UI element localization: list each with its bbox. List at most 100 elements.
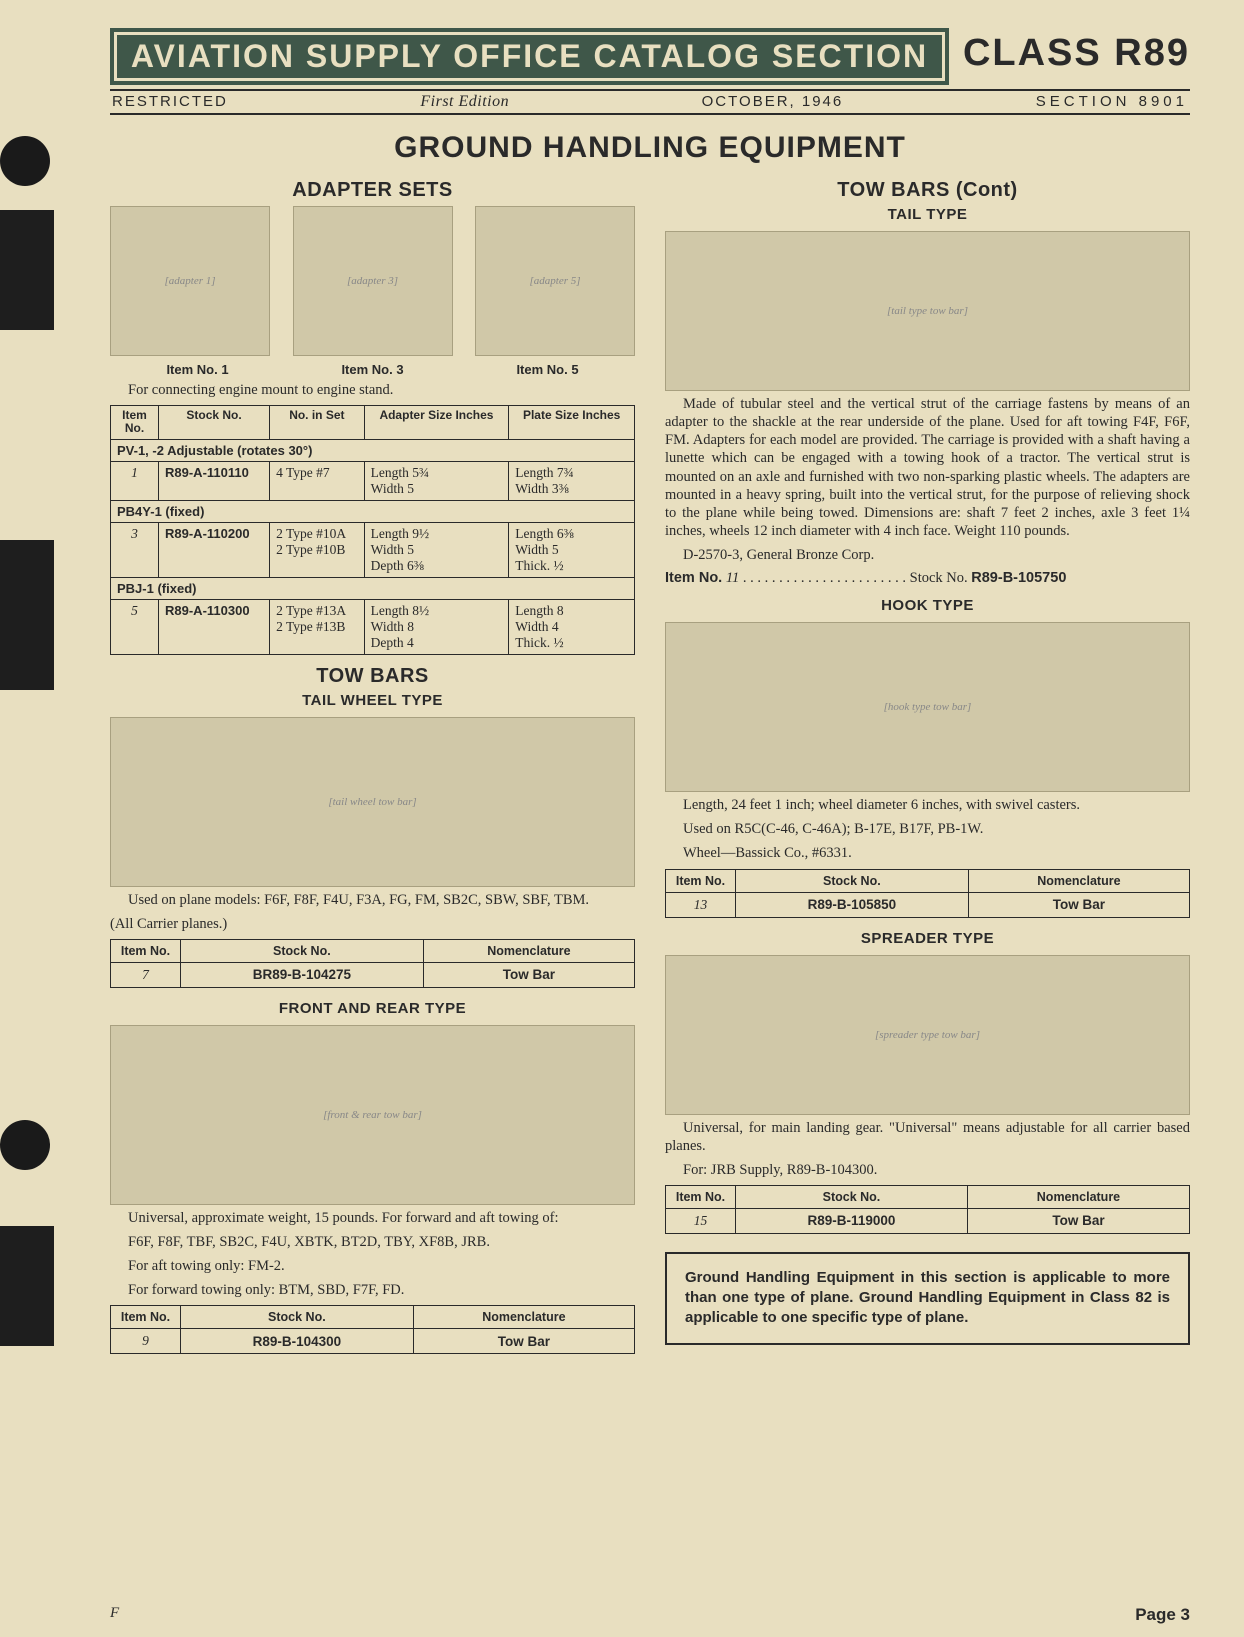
spreader-subtitle: SPREADER TYPE [665, 930, 1190, 947]
catalog-page: AVIATION SUPPLY OFFICE CATALOG SECTION C… [110, 28, 1190, 1366]
fr-desc1: Universal, approximate weight, 15 pounds… [110, 1209, 635, 1227]
class-label: CLASS R89 [963, 28, 1190, 85]
adapter-lead: For connecting engine mount to engine st… [110, 381, 635, 399]
cell-plate-5: Length 8 Width 4 Thick. ½ [509, 599, 635, 654]
caption-5: Item No. 5 [516, 362, 578, 377]
tail-para: Made of tubular steel and the vertical s… [665, 395, 1190, 540]
section-label: SECTION 8901 [1036, 93, 1188, 111]
cell-adapter-5: Length 8½ Width 8 Depth 4 [364, 599, 509, 654]
th-adapter: Adapter Size Inches [364, 406, 509, 439]
th-stock: Stock No. [159, 406, 270, 439]
hk-item: 13 [666, 892, 736, 917]
cell-stock-3: R89-A-110200 [159, 522, 270, 577]
cell-set-3: 2 Type #10A 2 Type #10B [270, 522, 365, 577]
page-footer: F Page 3 [110, 1605, 1190, 1625]
th-item: Item No. [111, 939, 181, 962]
tail-wheel-image: [tail wheel tow bar] [110, 717, 635, 887]
tail-wheel-desc: Used on plane models: F6F, F8F, F4U, F3A… [110, 891, 635, 909]
group-pv1: PV-1, -2 Adjustable (rotates 30°) [111, 439, 635, 461]
hk-stock: R89-B-105850 [736, 892, 969, 917]
caption-3: Item No. 3 [341, 362, 403, 377]
front-rear-image: [front & rear tow bar] [110, 1025, 635, 1205]
subheader-row: RESTRICTED First Edition OCTOBER, 1946 S… [110, 89, 1190, 115]
hook-desc3: Wheel—Bassick Co., #6331. [665, 844, 1190, 862]
adapter-image-3: [adapter 3] [293, 206, 453, 356]
tail-wheel-subtitle: TAIL WHEEL TYPE [110, 692, 635, 709]
restricted-label: RESTRICTED [112, 93, 228, 111]
cell-stock-5: R89-A-110300 [159, 599, 270, 654]
fr-desc3: For aft towing only: FM-2. [110, 1257, 635, 1275]
cell-stock-1: R89-A-110110 [159, 461, 270, 500]
hook-image: [hook type tow bar] [665, 622, 1190, 792]
cell-item-3: 3 [111, 522, 159, 577]
th-nom: Nomenclature [968, 869, 1189, 892]
hk-nom: Tow Bar [968, 892, 1189, 917]
tail-image: [tail type tow bar] [665, 231, 1190, 391]
leader-dots: . . . . . . . . . . . . . . . . . . . . … [743, 570, 910, 586]
cell-set-1: 4 Type #7 [270, 461, 365, 500]
footer-left: F [110, 1605, 119, 1625]
group-pbj: PBJ-1 (fixed) [111, 577, 635, 599]
tw-item: 7 [111, 962, 181, 987]
sp-desc1: Universal, for main landing gear. "Unive… [665, 1119, 1190, 1155]
sp-stock: R89-B-119000 [736, 1208, 968, 1233]
cell-item-5: 5 [111, 599, 159, 654]
sp-item: 15 [666, 1208, 736, 1233]
hook-subtitle: HOOK TYPE [665, 597, 1190, 614]
adapter-image-5: [adapter 5] [475, 206, 635, 356]
group-pb4y: PB4Y-1 (fixed) [111, 500, 635, 522]
right-column: TOW BARS (Cont) TAIL TYPE [tail type tow… [665, 173, 1190, 1366]
th-item: Item No. [666, 869, 736, 892]
adapter-captions: Item No. 1 Item No. 3 Item No. 5 [110, 362, 635, 377]
th-stock: Stock No. [181, 939, 424, 962]
tail-item-label: Item No. [665, 570, 722, 586]
tail-mfr: D-2570-3, General Bronze Corp. [665, 546, 1190, 564]
catalog-banner: AVIATION SUPPLY OFFICE CATALOG SECTION [110, 28, 949, 85]
spreader-image: [spreader type tow bar] [665, 955, 1190, 1115]
adapter-table: Item No. Stock No. No. in Set Adapter Si… [110, 405, 635, 654]
th-set: No. in Set [270, 406, 365, 439]
page-number: Page 3 [1135, 1605, 1190, 1625]
th-nom: Nomenclature [413, 1306, 634, 1329]
tail-stock-no: R89-B-105750 [971, 570, 1066, 586]
page-title: GROUND HANDLING EQUIPMENT [110, 131, 1190, 165]
tail-stock-line: Item No. 11 . . . . . . . . . . . . . . … [665, 570, 1190, 587]
sp-nom: Tow Bar [967, 1208, 1189, 1233]
header-banner-row: AVIATION SUPPLY OFFICE CATALOG SECTION C… [110, 28, 1190, 85]
tail-wheel-table: Item No. Stock No. Nomenclature 7 BR89-B… [110, 939, 635, 988]
adapter-images: [adapter 1] [adapter 3] [adapter 5] [110, 206, 635, 356]
fr-desc2: F6F, F8F, TBF, SB2C, F4U, XBTK, BT2D, TB… [110, 1233, 635, 1251]
fr-stock: R89-B-104300 [181, 1329, 414, 1354]
th-stock: Stock No. [736, 1185, 968, 1208]
towbars-title: TOW BARS [110, 665, 635, 688]
towbars-cont-title: TOW BARS (Cont) [665, 179, 1190, 202]
cell-adapter-1: Length 5¾ Width 5 [364, 461, 509, 500]
fr-desc4: For forward towing only: BTM, SBD, F7F, … [110, 1281, 635, 1299]
cell-set-5: 2 Type #13A 2 Type #13B [270, 599, 365, 654]
cell-item-1: 1 [111, 461, 159, 500]
th-stock: Stock No. [736, 869, 969, 892]
front-rear-table: Item No. Stock No. Nomenclature 9 R89-B-… [110, 1305, 635, 1354]
th-item: Item No. [111, 1306, 181, 1329]
tail-stock-label: Stock No. [910, 570, 968, 586]
fr-item: 9 [111, 1329, 181, 1354]
tail-subtitle: TAIL TYPE [665, 206, 1190, 223]
front-rear-subtitle: FRONT AND REAR TYPE [110, 1000, 635, 1017]
tw-nom: Tow Bar [423, 962, 634, 987]
edition-label: First Edition [420, 93, 509, 111]
left-column: ADAPTER SETS [adapter 1] [adapter 3] [ad… [110, 173, 635, 1366]
fr-nom: Tow Bar [413, 1329, 634, 1354]
hook-desc2: Used on R5C(C-46, C-46A); B-17E, B17F, P… [665, 820, 1190, 838]
th-plate: Plate Size Inches [509, 406, 635, 439]
spreader-table: Item No. Stock No. Nomenclature 15 R89-B… [665, 1185, 1190, 1234]
th-item: Item No. [666, 1185, 736, 1208]
caption-1: Item No. 1 [166, 362, 228, 377]
cell-plate-1: Length 7¾ Width 3⅜ [509, 461, 635, 500]
th-item: Item No. [111, 406, 159, 439]
sp-desc2: For: JRB Supply, R89-B-104300. [665, 1161, 1190, 1179]
hook-desc1: Length, 24 feet 1 inch; wheel diameter 6… [665, 796, 1190, 814]
note-box: Ground Handling Equipment in this sectio… [665, 1252, 1190, 1345]
th-nom: Nomenclature [423, 939, 634, 962]
cell-plate-3: Length 6⅜ Width 5 Thick. ½ [509, 522, 635, 577]
date-label: OCTOBER, 1946 [702, 93, 844, 111]
